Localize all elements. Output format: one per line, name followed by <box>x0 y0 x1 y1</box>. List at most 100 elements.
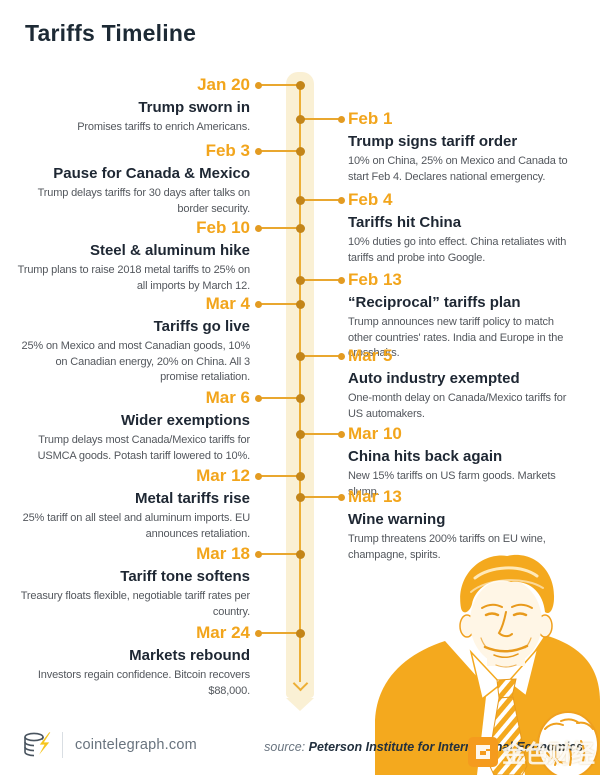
timeline-event-jan-20: Jan 20 Trump sworn in Promises tariffs to … <box>15 76 250 136</box>
timeline-line <box>299 84 301 682</box>
event-connector <box>259 475 300 477</box>
connector-end-dot <box>338 430 345 438</box>
event-date: Mar 13 <box>348 487 402 506</box>
event-description: One-month delay on Canada/Mexico tariffs… <box>348 392 567 420</box>
event-date: Mar 10 <box>348 424 402 443</box>
spine-dot <box>295 628 305 638</box>
event-description: 25% tariff on all steel and aluminum imp… <box>22 512 251 540</box>
connector-end-dot <box>338 493 345 501</box>
event-title: Tariff tone softens <box>120 568 250 585</box>
page-title: Tariffs Timeline <box>25 20 197 46</box>
event-description: 10% on China, 25% on Mexico and Canada t… <box>348 155 568 183</box>
event-description: 10% duties go into effect. China retalia… <box>348 236 567 264</box>
event-connector <box>259 632 300 634</box>
event-date: Jan 20 <box>197 75 250 94</box>
event-description: Investors regain confidence. Bitcoin rec… <box>37 669 250 697</box>
event-connector <box>259 303 300 305</box>
spine-dot <box>295 275 305 285</box>
connector-end-dot <box>255 472 262 480</box>
event-description: Treasury floats flexible, negotiable tar… <box>20 590 250 618</box>
timeline-event-mar-13: Mar 13 Wine warning Trump threatens 200% t… <box>348 488 578 563</box>
event-description: Trump threatens 200% tariffs on EU wine,… <box>348 533 546 561</box>
event-title: Wine warning <box>348 511 446 528</box>
event-date: Feb 10 <box>196 218 250 237</box>
site-label[interactable]: cointelegraph.com <box>75 737 197 753</box>
connector-end-dot <box>255 550 262 558</box>
event-connector <box>259 397 300 399</box>
event-title: China hits back again <box>348 448 503 465</box>
source-credit: source: Peterson Institute for Internati… <box>264 740 583 754</box>
spine-dot <box>295 492 305 502</box>
event-date: Feb 13 <box>348 270 402 289</box>
connector-end-dot <box>255 224 262 232</box>
event-description: New 15% tariffs on US farm goods. Market… <box>348 470 556 498</box>
raised-fist <box>537 711 599 775</box>
event-title: Trump signs tariff order <box>348 133 518 150</box>
spine-dot <box>295 471 305 481</box>
event-title: Pause for Canada & Mexico <box>53 165 250 182</box>
spine-dot <box>295 223 305 233</box>
spine-dot <box>295 195 305 205</box>
connector-end-dot <box>338 115 345 123</box>
timeline-event-feb-10: Feb 10 Steel & aluminum hike Trump plans t… <box>15 219 250 294</box>
event-description: Trump plans to raise 2018 metal tariffs … <box>17 264 250 292</box>
event-description: Trump announces new tariff policy to mat… <box>348 316 564 359</box>
connector-end-dot <box>255 147 262 155</box>
spine-dot <box>295 393 305 403</box>
connector-end-dot <box>255 300 262 308</box>
timeline-event-mar-18: Mar 18 Tariff tone softens Treasury floats… <box>15 545 250 620</box>
event-date: Mar 12 <box>196 466 250 485</box>
golden-finance-square-icon <box>468 736 498 767</box>
footer-divider <box>62 732 63 758</box>
event-title: Tariffs hit China <box>348 214 462 231</box>
watermark: 金色财经 <box>468 734 595 769</box>
event-description: Trump delays tariffs for 30 days after t… <box>37 187 251 215</box>
event-title: Trump sworn in <box>138 99 250 116</box>
event-title: Markets rebound <box>129 647 250 664</box>
event-connector <box>300 279 341 281</box>
timeline-event-mar-12: Mar 12 Metal tariffs rise 25% tariff on al… <box>15 466 251 542</box>
event-connector <box>300 433 341 435</box>
event-connector <box>300 355 341 357</box>
event-connector <box>259 553 300 555</box>
event-connector <box>259 84 300 86</box>
event-date: Feb 4 <box>348 190 393 209</box>
event-title: Wider exemptions <box>120 412 250 429</box>
connector-end-dot <box>338 196 345 204</box>
event-date: Mar 5 <box>348 346 393 365</box>
cointelegraph-coin-bolt-icon <box>24 731 52 759</box>
event-date: Mar 18 <box>196 544 250 563</box>
event-date: Feb 1 <box>348 109 393 128</box>
source-name: Peterson Institute for International Eco… <box>308 740 583 754</box>
source-prefix: source: <box>264 740 306 754</box>
connector-end-dot <box>255 81 262 89</box>
spine-dot <box>295 351 305 361</box>
connector-end-dot <box>338 276 345 284</box>
timeline-event-mar-24: Mar 24 Markets rebound Investors regain co… <box>15 624 250 699</box>
spine-dot <box>295 299 305 309</box>
event-description: 25% on Mexico and most Canadian goods, 1… <box>21 340 250 383</box>
event-title: Steel & aluminum hike <box>89 242 250 259</box>
event-date: Feb 3 <box>205 141 250 160</box>
event-description: Promises tariffs to enrich Americans. <box>77 121 250 133</box>
event-title: Metal tariffs rise <box>134 490 250 507</box>
timeline-band-tip <box>286 698 314 711</box>
spine-dot <box>295 549 305 559</box>
event-date: Mar 4 <box>205 294 250 313</box>
connector-end-dot <box>255 394 262 402</box>
timeline-event-mar-4: Mar 4 Tariffs go live 25% on Mexico and mo… <box>15 295 250 386</box>
event-connector <box>259 150 300 152</box>
trump-portrait-image <box>375 554 600 775</box>
timeline-event-mar-10: Mar 10 China hits back again New 15% tarif… <box>348 425 578 500</box>
timeline-event-feb-4: Feb 4 Tariffs hit China 10% duties go into… <box>348 191 578 266</box>
event-connector <box>300 199 341 201</box>
event-date: Mar 24 <box>196 623 250 642</box>
timeline-event-feb-3: Feb 3 Pause for Canada & Mexico Trump dela… <box>15 141 251 217</box>
footer-brand: cointelegraph.com <box>22 731 197 759</box>
watermark-text: 金色财经 <box>502 741 595 768</box>
spine-dot <box>295 80 305 90</box>
event-date: Mar 6 <box>205 388 250 407</box>
spine-dot <box>295 429 305 439</box>
event-connector <box>300 496 341 498</box>
